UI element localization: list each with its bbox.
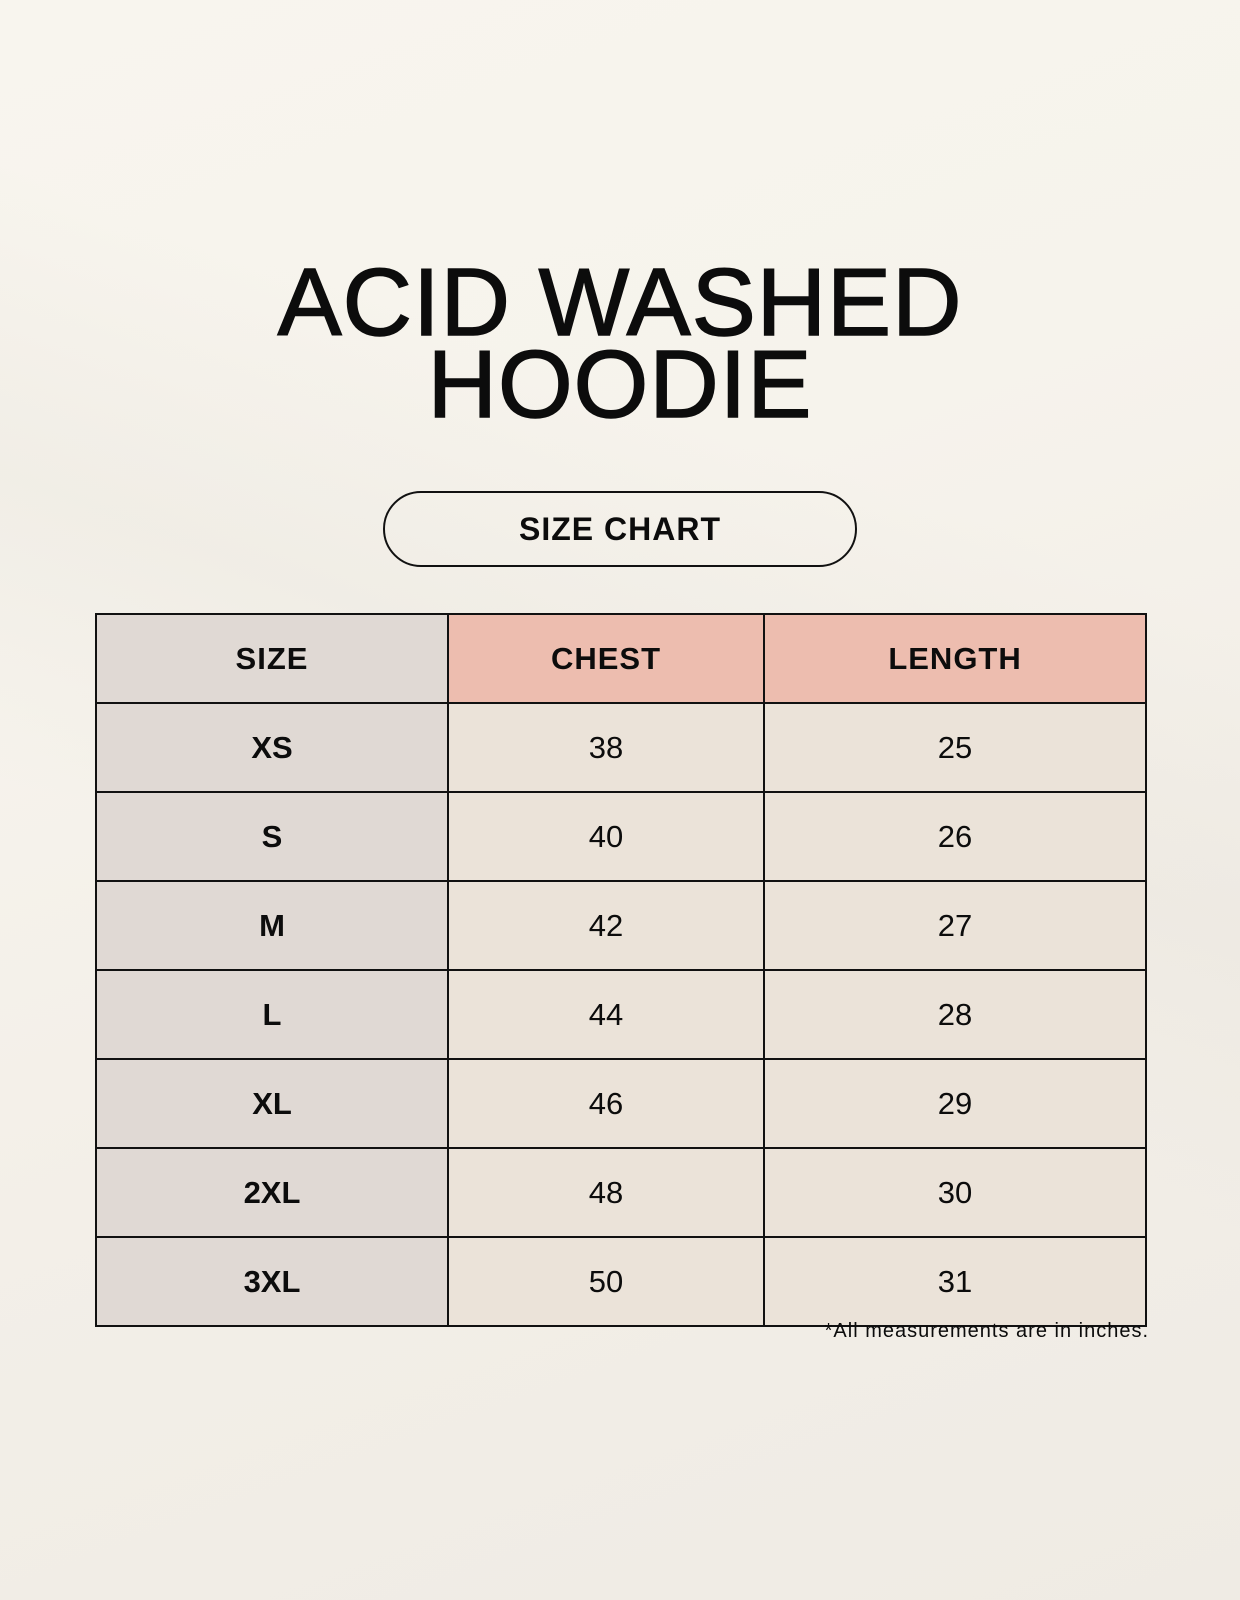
cell-chest: 50 (446, 1236, 766, 1327)
header-length: LENGTH (763, 613, 1147, 704)
page-title: ACID WASHED HOODIE (0, 249, 1240, 438)
cell-length: 29 (763, 1058, 1147, 1149)
footnote: *All measurements are in inches. (824, 1320, 1149, 1342)
title-line-2: HOODIE (427, 331, 813, 438)
cell-size: 2XL (95, 1147, 449, 1238)
cell-size: M (95, 880, 449, 971)
table-row: 3XL 50 31 (95, 1236, 1147, 1327)
cell-size: XS (95, 702, 449, 793)
table-row: 2XL 48 30 (95, 1147, 1147, 1238)
table-row: XL 46 29 (95, 1058, 1147, 1149)
table-row: XS 38 25 (95, 702, 1147, 793)
cell-length: 30 (763, 1147, 1147, 1238)
cell-size: S (95, 791, 449, 882)
cell-size: 3XL (95, 1236, 449, 1327)
size-table: SIZE CHEST LENGTH XS 38 25 S 40 26 M 42 27 L 44 28 X… (95, 613, 1147, 1327)
cell-length: 31 (763, 1236, 1147, 1327)
header-size: SIZE (95, 613, 449, 704)
cell-chest: 40 (446, 791, 766, 882)
cell-chest: 38 (446, 702, 766, 793)
table-row: M 42 27 (95, 880, 1147, 971)
header-chest: CHEST (446, 613, 766, 704)
cell-length: 28 (763, 969, 1147, 1060)
cell-size: L (95, 969, 449, 1060)
cell-chest: 46 (446, 1058, 766, 1149)
cell-chest: 44 (446, 969, 766, 1060)
title-line-1: ACID WASHED (277, 249, 963, 356)
cell-length: 25 (763, 702, 1147, 793)
cell-length: 26 (763, 791, 1147, 882)
cell-length: 27 (763, 880, 1147, 971)
cell-chest: 42 (446, 880, 766, 971)
table-row: S 40 26 (95, 791, 1147, 882)
cell-size: XL (95, 1058, 449, 1149)
table-row: L 44 28 (95, 969, 1147, 1060)
size-chart-badge: SIZE CHART (383, 491, 857, 567)
cell-chest: 48 (446, 1147, 766, 1238)
table-header-row: SIZE CHEST LENGTH (95, 613, 1147, 704)
